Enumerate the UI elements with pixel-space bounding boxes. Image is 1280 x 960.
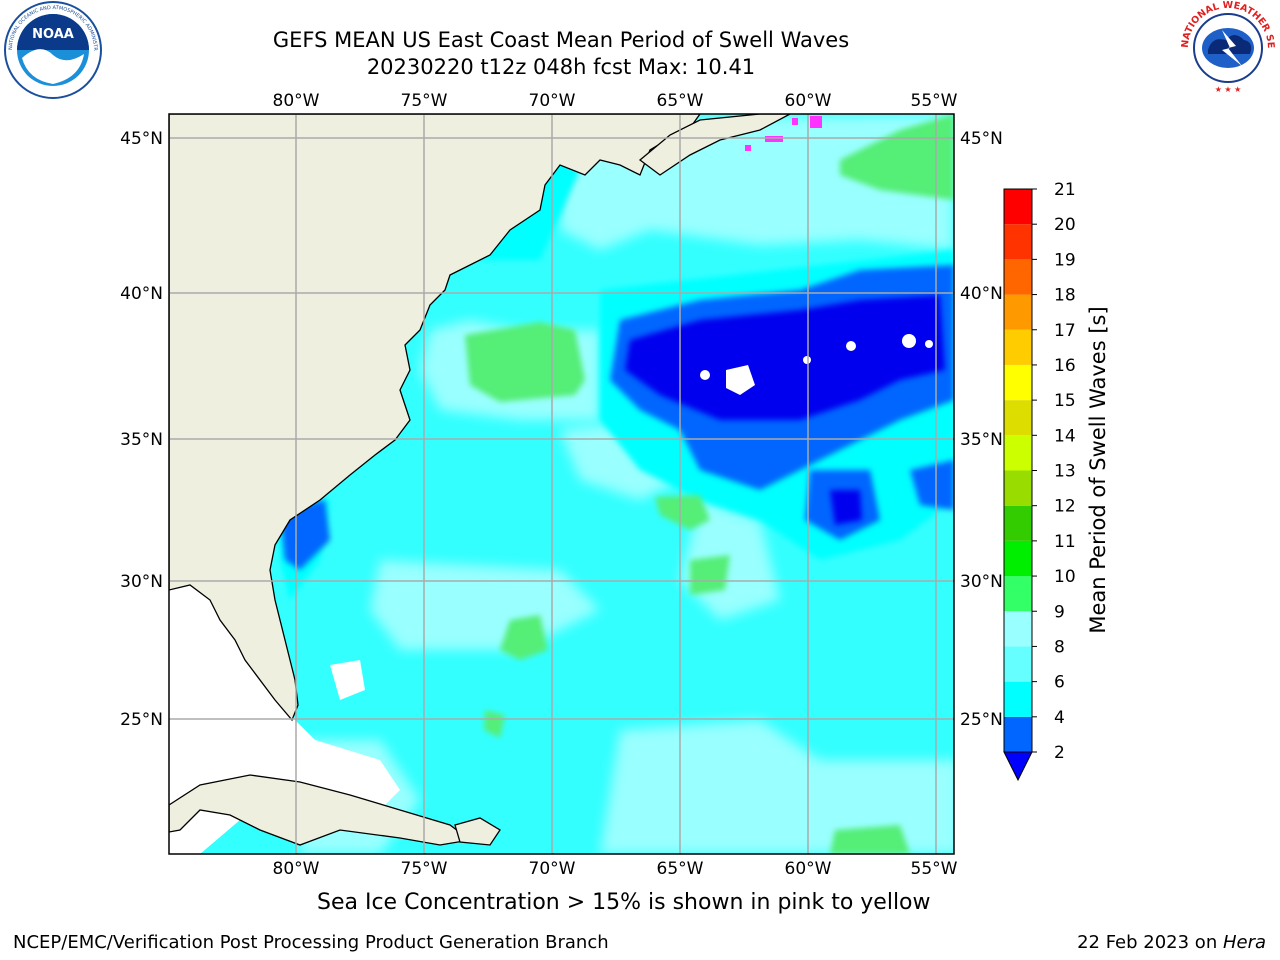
colorbar-tick-label: 2	[1054, 743, 1065, 763]
colorbar-tick-label: 20	[1054, 215, 1076, 235]
nws-logo-icon: NATIONAL WEATHER SERVICE ★ ★ ★	[1178, 0, 1276, 94]
lat-label-left: 30°N	[120, 572, 163, 592]
colorbar-segment	[1004, 435, 1032, 471]
colorbar-segment	[1004, 329, 1032, 365]
lon-label-top: 55°W	[911, 91, 958, 111]
lon-label-bottom: 80°W	[273, 859, 320, 879]
lon-label-bottom: 70°W	[529, 859, 576, 879]
svg-text:★ ★ ★: ★ ★ ★	[1215, 85, 1242, 94]
colorbar-title: Mean Period of Swell Waves [s]	[1086, 306, 1110, 633]
sea-ice-cells	[745, 116, 822, 151]
colorbar-segment	[1004, 294, 1032, 330]
colorbar: 2 4 6 8 9 10 11 12 13 14 15 16 17 18 19 20 21	[1003, 180, 1076, 782]
colorbar-tick-label: 11	[1054, 532, 1076, 552]
lon-labels-top: 80°W 75°W 70°W 65°W 60°W 55°W	[273, 91, 958, 111]
colorbar-segment	[1004, 224, 1032, 260]
sea-ice-note: Sea Ice Concentration > 15% is shown in …	[317, 890, 931, 915]
colorbar-segment	[1004, 189, 1032, 225]
lon-label-top: 80°W	[273, 91, 320, 111]
lon-label-bottom: 75°W	[401, 859, 448, 879]
colorbar-tick-label: 6	[1054, 673, 1065, 693]
colorbar-tick-label: 19	[1054, 250, 1076, 270]
colorbar-segment	[1004, 716, 1032, 752]
lon-label-top: 65°W	[657, 91, 704, 111]
lat-label-left: 35°N	[120, 430, 163, 450]
land-hispaniola	[454, 817, 501, 846]
lon-label-top: 75°W	[401, 91, 448, 111]
lat-label-left: 25°N	[120, 710, 163, 730]
land-north-america	[169, 114, 701, 722]
swell-below-2s-regions	[625, 295, 945, 525]
lat-labels-left: 45°N 40°N 35°N 30°N 25°N	[120, 129, 163, 730]
colorbar-tick-label: 15	[1054, 391, 1076, 411]
noaa-mark: NOAA	[32, 27, 74, 42]
lat-label-left: 45°N	[120, 129, 163, 149]
footer-date-text: 22 Feb 2023 on	[1077, 932, 1223, 953]
colorbar-segment	[1004, 470, 1032, 506]
colorbar-segment	[1004, 646, 1032, 682]
chart-title: GEFS MEAN US East Coast Mean Period of S…	[272, 28, 850, 52]
lon-label-bottom: 60°W	[785, 859, 832, 879]
footer-date: 22 Feb 2023 on Hera	[1077, 932, 1266, 953]
colorbar-segment	[1004, 576, 1032, 612]
colorbar-tick-label: 9	[1054, 602, 1065, 622]
swell-9-10s-regions	[465, 114, 954, 854]
lon-labels-bottom: 80°W 75°W 70°W 65°W 60°W 55°W	[273, 859, 958, 879]
land-cuba	[169, 774, 472, 846]
colorbar-tick-label: 17	[1054, 321, 1076, 341]
lon-label-top: 60°W	[785, 91, 832, 111]
colorbar-tick-label: 13	[1054, 462, 1076, 482]
lon-label-bottom: 55°W	[911, 859, 958, 879]
lat-labels-right: 45°N 40°N 35°N 30°N 25°N	[960, 129, 1003, 730]
lat-label-right: 45°N	[960, 129, 1003, 149]
lat-label-right: 40°N	[960, 284, 1003, 304]
colorbar-segment	[1004, 611, 1032, 647]
colorbar-extend-arrow	[1003, 751, 1033, 782]
colorbar-tick-label: 12	[1054, 497, 1076, 517]
colorbar-tick-label: 16	[1054, 356, 1076, 376]
land-nova-scotia	[638, 114, 791, 176]
lon-label-bottom: 65°W	[657, 859, 704, 879]
map-plot-area	[169, 114, 954, 854]
map-frame	[168, 113, 955, 855]
colorbar-tick-label: 8	[1054, 637, 1065, 657]
graticule	[169, 114, 954, 854]
lon-label-top: 70°W	[529, 91, 576, 111]
colorbar-tick-label: 4	[1054, 708, 1065, 728]
chart-subtitle: 20230220 t12z 048h fcst Max: 10.41	[366, 55, 756, 79]
colorbar-segment	[1004, 505, 1032, 541]
colorbar-segment	[1004, 400, 1032, 436]
colorbar-tick-label: 18	[1054, 286, 1076, 306]
lat-label-right: 35°N	[960, 430, 1003, 450]
colorbar-segment	[1004, 259, 1032, 295]
colorbar-segment	[1004, 364, 1032, 401]
lat-label-right: 25°N	[960, 710, 1003, 730]
colorbar-segment	[1004, 681, 1032, 717]
lat-label-right: 30°N	[960, 572, 1003, 592]
lat-label-left: 40°N	[120, 284, 163, 304]
colorbar-segment	[1004, 540, 1032, 577]
colorbar-tick-label: 14	[1054, 426, 1076, 446]
footer-credit: NCEP/EMC/Verification Post Processing Pr…	[13, 932, 609, 953]
noaa-logo-icon: NOAA NATIONAL OCEANIC AND ATMOSPHERIC AD…	[0, 0, 102, 99]
footer-host: Hera	[1222, 932, 1266, 953]
colorbar-tick-label: 21	[1054, 180, 1076, 200]
colorbar-tick-label: 10	[1054, 567, 1076, 587]
